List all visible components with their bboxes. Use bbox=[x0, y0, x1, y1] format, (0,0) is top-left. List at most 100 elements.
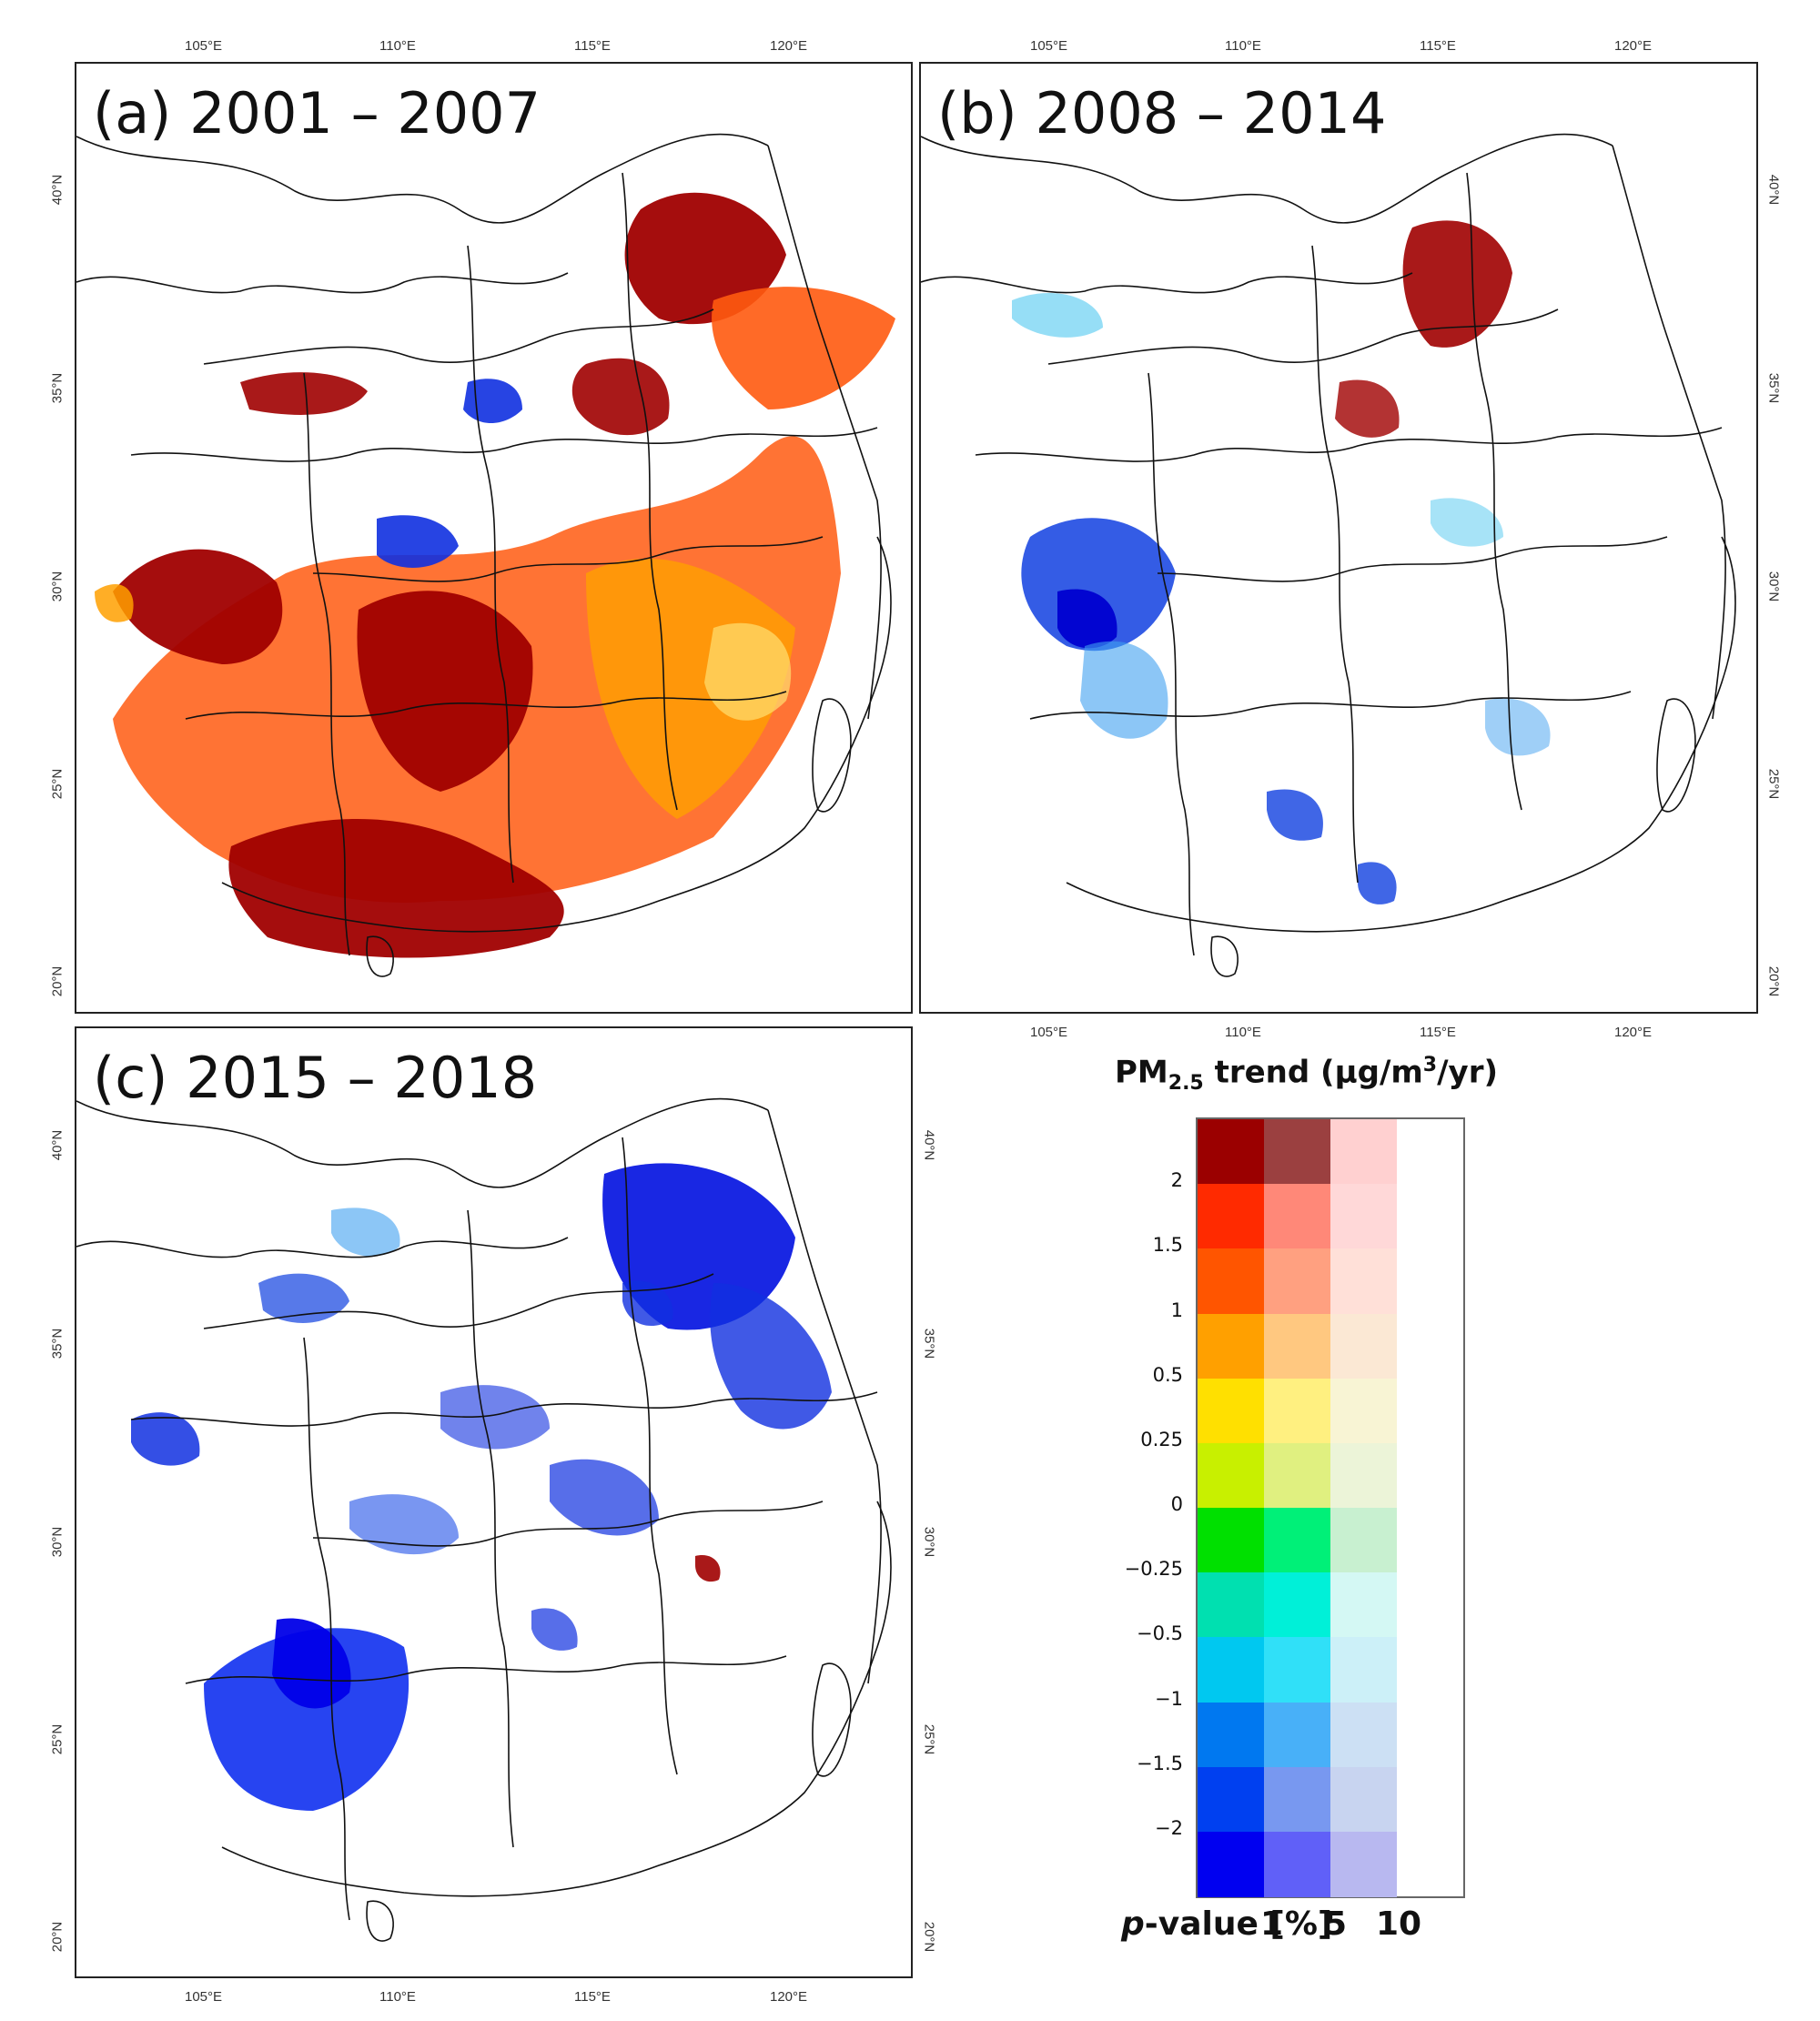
legend-swatch bbox=[1330, 1248, 1397, 1315]
pvalue-label: p-value [%] bbox=[1121, 1905, 1333, 1943]
trend-patch bbox=[204, 1628, 410, 1811]
trend-patch bbox=[1358, 862, 1397, 904]
islands-b bbox=[1210, 698, 1696, 977]
legend-swatch bbox=[1330, 1184, 1397, 1250]
trend-patch bbox=[1335, 379, 1400, 438]
lat-tick: 35°N bbox=[921, 1328, 937, 1359]
trend-patch bbox=[1080, 641, 1168, 739]
islands-c bbox=[366, 1662, 852, 1942]
legend-swatch bbox=[1198, 1637, 1264, 1703]
legend-title: PM2.5 trend (μg/m3/yr) bbox=[1115, 1054, 1498, 1096]
legend-swatch bbox=[1198, 1313, 1264, 1379]
legend-swatch bbox=[1330, 1442, 1397, 1509]
trend-patch bbox=[440, 1385, 550, 1450]
legend-tick-label: 1.5 bbox=[1152, 1234, 1183, 1257]
panel-title-a: (a) 2001 – 2007 bbox=[93, 80, 541, 147]
trend-patch bbox=[1057, 589, 1117, 649]
lat-tick: 35°N bbox=[49, 1328, 66, 1359]
legend-swatch bbox=[1330, 1313, 1397, 1379]
trend-patch bbox=[622, 1280, 673, 1327]
legend-swatch bbox=[1198, 1766, 1264, 1833]
trend-field-b bbox=[1012, 220, 1551, 904]
trend-patch bbox=[95, 583, 134, 622]
lat-tick: 20°N bbox=[49, 1921, 66, 1953]
legend-tick-label: −1 bbox=[1155, 1687, 1183, 1710]
lat-tick: 40°N bbox=[49, 1129, 66, 1161]
lat-tick: 40°N bbox=[1765, 174, 1782, 206]
lon-tick: 105°E bbox=[1030, 1025, 1068, 1040]
province-borders-c bbox=[76, 1097, 892, 1921]
lon-tick: 115°E bbox=[574, 1989, 611, 2005]
legend-swatch bbox=[1264, 1702, 1330, 1768]
legend-swatch bbox=[1198, 1572, 1264, 1639]
legend-colorbar bbox=[1196, 1117, 1465, 1898]
trend-patch bbox=[349, 1494, 459, 1555]
lon-tick: 105°E bbox=[1030, 38, 1068, 54]
province-borders-a bbox=[76, 133, 892, 956]
lat-tick: 25°N bbox=[49, 1723, 66, 1755]
legend-swatch bbox=[1330, 1378, 1397, 1444]
map-panel-a: (a) 2001 – 2007 bbox=[75, 62, 913, 1014]
trend-patch bbox=[357, 591, 533, 792]
legend-swatch bbox=[1330, 1508, 1397, 1573]
legend-tick-label: 0.25 bbox=[1140, 1428, 1183, 1450]
legend-swatch bbox=[1198, 1442, 1264, 1509]
trend-patch bbox=[331, 1208, 400, 1257]
lon-tick: 110°E bbox=[379, 1989, 416, 2005]
legend-swatch bbox=[1198, 1184, 1264, 1250]
legend-swatch bbox=[1330, 1119, 1397, 1185]
lon-tick: 115°E bbox=[1420, 1025, 1456, 1040]
legend-swatch bbox=[1264, 1442, 1330, 1509]
lat-tick: 30°N bbox=[921, 1526, 937, 1558]
lat-tick: 35°N bbox=[1765, 372, 1782, 404]
legend-swatch bbox=[1198, 1248, 1264, 1315]
lat-tick: 35°N bbox=[49, 372, 66, 404]
lat-tick: 25°N bbox=[49, 768, 66, 800]
legend-swatch bbox=[1264, 1508, 1330, 1573]
islands-a bbox=[366, 698, 852, 977]
trend-patch bbox=[1267, 789, 1323, 841]
trend-patch bbox=[1485, 698, 1551, 756]
trend-patch bbox=[377, 515, 459, 568]
legend-tick-label: 0.5 bbox=[1152, 1363, 1183, 1386]
map-b-canvas bbox=[921, 133, 1736, 977]
trend-patch bbox=[463, 379, 522, 423]
legend-swatch bbox=[1264, 1378, 1330, 1444]
trend-patch bbox=[1402, 220, 1512, 348]
legend-swatch bbox=[1330, 1637, 1397, 1703]
lon-tick: 120°E bbox=[770, 38, 808, 54]
lon-tick: 115°E bbox=[1420, 38, 1456, 54]
trend-field-a bbox=[95, 192, 895, 958]
panel-title-b: (b) 2008 – 2014 bbox=[937, 80, 1387, 147]
map-panel-b: (b) 2008 – 2014 bbox=[919, 62, 1758, 1014]
trend-patch bbox=[113, 549, 283, 664]
legend-swatch bbox=[1330, 1766, 1397, 1833]
trend-patch bbox=[710, 1283, 832, 1430]
legend-swatch bbox=[1264, 1766, 1330, 1833]
legend-swatch bbox=[1264, 1572, 1330, 1639]
legend-swatch bbox=[1198, 1831, 1264, 1897]
pvalue-5: 5 bbox=[1324, 1905, 1348, 1943]
legend-tick-label: 1 bbox=[1170, 1298, 1183, 1321]
trend-field-c bbox=[131, 1163, 832, 1811]
lat-tick: 20°N bbox=[921, 1921, 937, 1953]
legend-swatch bbox=[1264, 1637, 1330, 1703]
legend-swatch bbox=[1264, 1184, 1330, 1250]
lon-tick: 110°E bbox=[379, 38, 416, 54]
lat-tick: 25°N bbox=[921, 1723, 937, 1755]
lat-tick: 40°N bbox=[921, 1129, 937, 1161]
legend-swatch bbox=[1264, 1119, 1330, 1185]
lat-tick: 30°N bbox=[1765, 571, 1782, 602]
legend-swatch bbox=[1198, 1119, 1264, 1185]
legend-swatch bbox=[1198, 1378, 1264, 1444]
trend-patch bbox=[1431, 498, 1503, 547]
legend-swatch bbox=[1330, 1831, 1397, 1897]
trend-patch bbox=[695, 1555, 721, 1582]
trend-patch bbox=[258, 1273, 349, 1323]
legend-swatch bbox=[1330, 1702, 1397, 1768]
lat-tick: 25°N bbox=[1765, 768, 1782, 800]
trend-patch bbox=[550, 1459, 659, 1536]
province-borders-b bbox=[921, 133, 1736, 956]
lat-tick: 20°N bbox=[49, 965, 66, 997]
trend-patch bbox=[228, 819, 564, 958]
